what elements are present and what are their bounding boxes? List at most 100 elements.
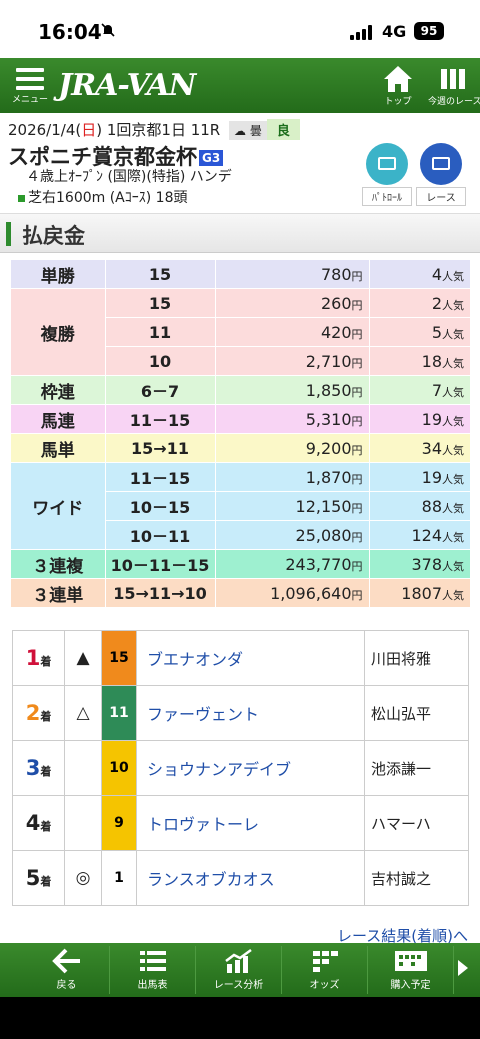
odds-grid-icon (312, 951, 338, 972)
race-result-link[interactable]: レース結果(着順)へ (337, 927, 468, 945)
yen-unit: 円 (351, 356, 363, 370)
payout-amount: 1,870円 (215, 462, 370, 492)
week-races-label: 今週のレース (428, 97, 480, 107)
race-date-suffix: ) 1回京都1日 11R (96, 121, 221, 139)
horse-name-link[interactable]: ショウナンアデイブ (136, 740, 365, 796)
combination: 15 (105, 259, 216, 289)
popularity-unit: 人気 (442, 327, 464, 341)
yen-unit: 円 (351, 385, 363, 399)
popularity: 378人気 (369, 549, 470, 579)
popularity-value: 18 (421, 351, 442, 371)
horse-name-link[interactable]: ランスオブカオス (136, 850, 365, 906)
finish-rank: 4着 (12, 795, 65, 851)
combination: 15 (105, 288, 216, 318)
popularity-unit: 人気 (442, 385, 464, 399)
jra-van-logo[interactable]: JRA-VAN (58, 68, 196, 103)
payout-row: 枠連 6－7 1,850円 7人気 (11, 375, 470, 405)
popularity-unit: 人気 (442, 269, 464, 283)
patrol-video-button[interactable]: ﾊﾟﾄﾛｰﾙ (362, 143, 412, 206)
combination: 11－15 (105, 404, 216, 434)
rank-value: 3 (25, 756, 41, 780)
horse-number: 9 (101, 795, 137, 851)
popularity-unit: 人気 (442, 559, 464, 573)
combination: 10－11 (105, 520, 216, 550)
prediction-mark (64, 795, 102, 851)
payout-amount: 5,310円 (215, 404, 370, 434)
horse-number: 10 (101, 740, 137, 796)
rank-suffix: 着 (40, 765, 52, 778)
bet-type: ３連複 (11, 549, 106, 579)
payout-table: 単勝 15 780円 4人気 複勝 15 260円 2人気 11 420円 5人気 10 2,710円 1… (11, 259, 470, 608)
entries-button[interactable]: 出馬表 (110, 946, 196, 994)
popularity-unit: 人気 (442, 530, 464, 544)
race-course-text: 芝右1600m (Aｺｰｽ) 18頭 (28, 190, 188, 206)
amount-value: 2,710 (305, 351, 352, 371)
race-info: 2026/1/4(日) 1回京都1日 11R ☁ 曇良 スポニチ賞京都金杯 G3 … (0, 113, 480, 213)
bet-type: 複勝 (11, 288, 106, 376)
horse-name-link[interactable]: トロヴァトーレ (136, 795, 365, 851)
horse-name-link[interactable]: ブエナオンダ (136, 630, 365, 686)
result-row: 5着 ◎ 1 ランスオブカオス 吉村誠之 (12, 850, 469, 906)
rank-value: 2 (25, 701, 41, 725)
purchase-plan-label: 購入予定 (390, 980, 431, 991)
payout-amount: 260円 (215, 288, 370, 318)
popularity-value: 2 (431, 293, 442, 313)
menu-button[interactable]: メニュー (8, 66, 52, 110)
signal-icon (350, 24, 376, 40)
nav-next-arrow-icon[interactable] (458, 960, 468, 976)
payout-row: ３連単 15→11→10 1,096,640円 1807人気 (11, 578, 470, 608)
race-conditions: ４歳上ｵｰﾌﾟﾝ (国際)(特指) ハンデ (26, 169, 232, 185)
chart-icon (224, 948, 252, 973)
bottom-nav: 戻る 出馬表 レース分析 オッズ 購入予定 (0, 943, 480, 997)
combination: 15→11→10 (105, 578, 216, 608)
popularity-value: 378 (411, 554, 442, 574)
result-row: 3着 10 ショウナンアデイブ 池添謙一 (12, 740, 469, 796)
horse-name-link[interactable]: ファーヴェント (136, 685, 365, 741)
amount-value: 780 (320, 264, 352, 284)
race-video-button[interactable]: レース (416, 143, 466, 206)
payout-amount: 25,080円 (215, 520, 370, 550)
popularity-unit: 人気 (442, 588, 464, 602)
combination: 10 (105, 346, 216, 376)
home-icon (384, 66, 412, 92)
back-button[interactable]: 戻る (24, 946, 110, 994)
combination: 11 (105, 317, 216, 347)
payout-section-title: 払戻金 (22, 224, 85, 248)
popularity-value: 124 (411, 525, 442, 545)
week-races-button[interactable]: 今週のレース (428, 64, 480, 107)
amount-value: 9,200 (305, 438, 352, 458)
popularity-value: 5 (431, 322, 442, 342)
race-analysis-button[interactable]: レース分析 (196, 946, 282, 994)
weather-badge: ☁ 曇 (229, 121, 267, 140)
payout-amount: 420円 (215, 317, 370, 347)
rank-value: 5 (25, 866, 41, 890)
prediction-mark: ◎ (64, 850, 102, 906)
result-table: 1着 ▲ 15 ブエナオンダ 川田将雅 2着 △ 11 ファーヴェント 松山弘平 3着 10 ショウナン… (12, 630, 469, 906)
popularity-unit: 人気 (442, 356, 464, 370)
bet-type: 単勝 (11, 259, 106, 289)
yen-unit: 円 (351, 269, 363, 283)
popularity: 124人気 (369, 520, 470, 550)
odds-button[interactable]: オッズ (282, 946, 368, 994)
amount-value: 12,150 (295, 496, 352, 516)
bet-type: ワイド (11, 462, 106, 550)
payout-row: 馬単 15→11 9,200円 34人気 (11, 433, 470, 463)
payout-row: 単勝 15 780円 4人気 (11, 259, 470, 289)
section-accent-bar (6, 222, 11, 246)
result-row: 1着 ▲ 15 ブエナオンダ 川田将雅 (12, 630, 469, 686)
purchase-plan-button[interactable]: 購入予定 (368, 946, 454, 994)
top-button[interactable]: トップ (376, 64, 420, 107)
payout-amount: 1,850円 (215, 375, 370, 405)
rank-value: 1 (25, 646, 41, 670)
yen-unit: 円 (351, 298, 363, 312)
popularity: 19人気 (369, 462, 470, 492)
video-camera-icon (420, 143, 462, 185)
popularity: 4人気 (369, 259, 470, 289)
race-name: スポニチ賞京都金杯 G3 (8, 141, 224, 171)
popularity-unit: 人気 (442, 472, 464, 486)
odds-label: オッズ (309, 980, 340, 991)
back-label: 戻る (56, 980, 77, 991)
entries-label: 出馬表 (137, 980, 168, 991)
finish-rank: 5着 (12, 850, 65, 906)
track-condition-badge: 良 (266, 119, 300, 140)
